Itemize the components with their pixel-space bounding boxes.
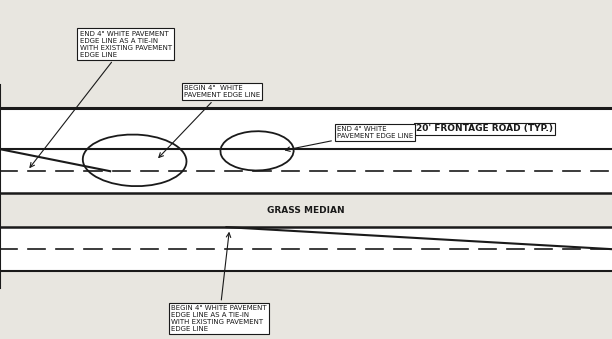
Text: GRASS MEDIAN: GRASS MEDIAN	[267, 206, 345, 215]
Text: END 4" WHITE PAVEMENT
EDGE LINE AS A TIE-IN
WITH EXISTING PAVEMENT
EDGE LINE: END 4" WHITE PAVEMENT EDGE LINE AS A TIE…	[30, 31, 172, 167]
Bar	[0, 227, 612, 271]
Text: 20' FRONTAGE ROAD (TYP.): 20' FRONTAGE ROAD (TYP.)	[416, 124, 553, 133]
Text: END 4" WHITE
PAVEMENT EDGE LINE: END 4" WHITE PAVEMENT EDGE LINE	[285, 126, 413, 152]
Bar	[0, 108, 612, 149]
Bar	[0, 149, 612, 193]
Text: BEGIN 4"  WHITE
PAVEMENT EDGE LINE: BEGIN 4" WHITE PAVEMENT EDGE LINE	[159, 85, 260, 157]
Text: BEGIN 4" WHITE PAVEMENT
EDGE LINE AS A TIE-IN
WITH EXISTING PAVEMENT
EDGE LINE: BEGIN 4" WHITE PAVEMENT EDGE LINE AS A T…	[171, 233, 267, 332]
